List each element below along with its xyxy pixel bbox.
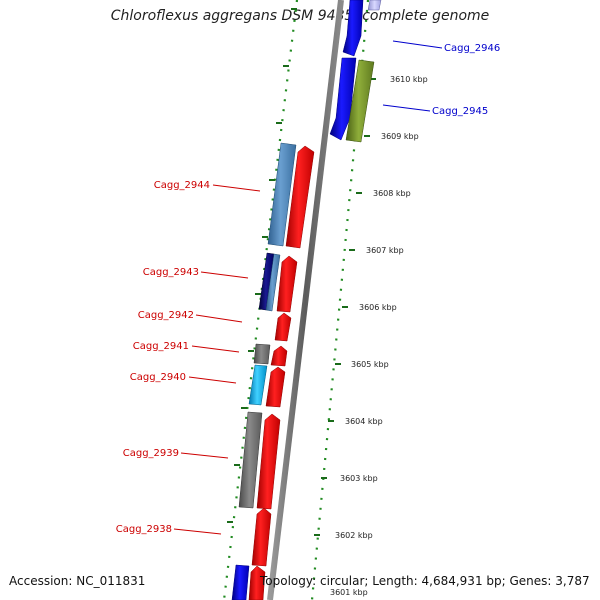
gene-labels: Cagg_2946 Cagg_2945 Cagg_2944 Cagg_2943 …: [116, 43, 501, 535]
gene-arrow-cagg-2938[interactable]: [251, 507, 272, 567]
forward-strand-genes: [329, 0, 382, 143]
gene-arrow-cagg-2940-cyan[interactable]: [248, 364, 268, 406]
gene-arrow-cagg-2944-steel[interactable]: [267, 142, 297, 247]
topology-label: Topology: circular; Length: 4,684,931 bp…: [260, 574, 590, 588]
gene-arrow-cagg-2941-gray[interactable]: [253, 343, 271, 365]
gene-arrow-cagg-2943[interactable]: [276, 255, 298, 313]
leader-line-cagg-2939: [180, 452, 229, 459]
leader-line-cagg-2940: [188, 376, 237, 384]
reverse-strand-genes: [231, 142, 315, 600]
gene-label-cagg-2943[interactable]: Cagg_2943: [143, 267, 199, 278]
inner-dotted-track: [222, 0, 299, 600]
gene-label-cagg-2939[interactable]: Cagg_2939: [123, 448, 179, 459]
kbp-label: 3608 kbp: [373, 189, 411, 198]
gene-arrow-lavender[interactable]: [367, 0, 382, 11]
leader-line-cagg-2938: [173, 528, 222, 535]
kbp-label: 3606 kbp: [359, 303, 397, 312]
kbp-label: 3609 kbp: [381, 132, 419, 141]
kbp-label: 3605 kbp: [351, 360, 389, 369]
leader-line-cagg-2943: [200, 271, 249, 279]
gene-arrow-red-bottom[interactable]: [248, 565, 266, 600]
gene-label-cagg-2941[interactable]: Cagg_2941: [133, 341, 189, 352]
kbp-label: 3601 kbp: [330, 588, 368, 597]
label-leader-lines: [173, 40, 443, 535]
gene-arrow-cagg-2946[interactable]: [342, 0, 364, 57]
leader-line-cagg-2944: [212, 184, 261, 192]
gene-arrow-cagg-2943-steel[interactable]: [265, 253, 281, 312]
gene-arrow-cagg-2941[interactable]: [270, 345, 288, 367]
kbp-label: 3607 kbp: [366, 246, 404, 255]
gene-label-cagg-2942[interactable]: Cagg_2942: [138, 310, 194, 321]
gene-arrow-cagg-2940[interactable]: [265, 366, 286, 408]
gene-label-cagg-2938[interactable]: Cagg_2938: [116, 524, 172, 535]
kbp-label: 3610 kbp: [390, 75, 428, 84]
accession-label: Accession: NC_011831: [9, 574, 146, 588]
kbp-label: 3602 kbp: [335, 531, 373, 540]
leader-line-cagg-2941: [191, 345, 240, 353]
genome-backbone-line: [267, 0, 344, 600]
gene-arrow-cagg-2945[interactable]: [329, 57, 357, 141]
gene-label-cagg-2945[interactable]: Cagg_2945: [432, 106, 488, 117]
gene-label-cagg-2946[interactable]: Cagg_2946: [444, 43, 500, 54]
gene-arrow-cagg-2944[interactable]: [285, 145, 315, 249]
leader-line-cagg-2946: [392, 40, 443, 49]
kbp-labels: 3610 kbp 3609 kbp 3608 kbp 3607 kbp 3606…: [330, 75, 428, 597]
scale-ticks: [227, 8, 376, 536]
gene-arrow-blue-bottom[interactable]: [231, 564, 250, 600]
genome-title: Chloroflexus aggregans DSM 9485, complet…: [110, 8, 490, 24]
leader-line-cagg-2945: [382, 104, 431, 112]
kbp-label: 3603 kbp: [340, 474, 378, 483]
gene-arrow-cagg-2942[interactable]: [274, 312, 292, 342]
gene-label-cagg-2944[interactable]: Cagg_2944: [154, 180, 210, 191]
gene-arrow-olive[interactable]: [345, 59, 375, 143]
gene-arrow-cagg-2939-gray[interactable]: [238, 411, 263, 509]
kbp-label: 3604 kbp: [345, 417, 383, 426]
gene-label-cagg-2940[interactable]: Cagg_2940: [130, 372, 186, 383]
leader-line-cagg-2942: [195, 314, 243, 323]
